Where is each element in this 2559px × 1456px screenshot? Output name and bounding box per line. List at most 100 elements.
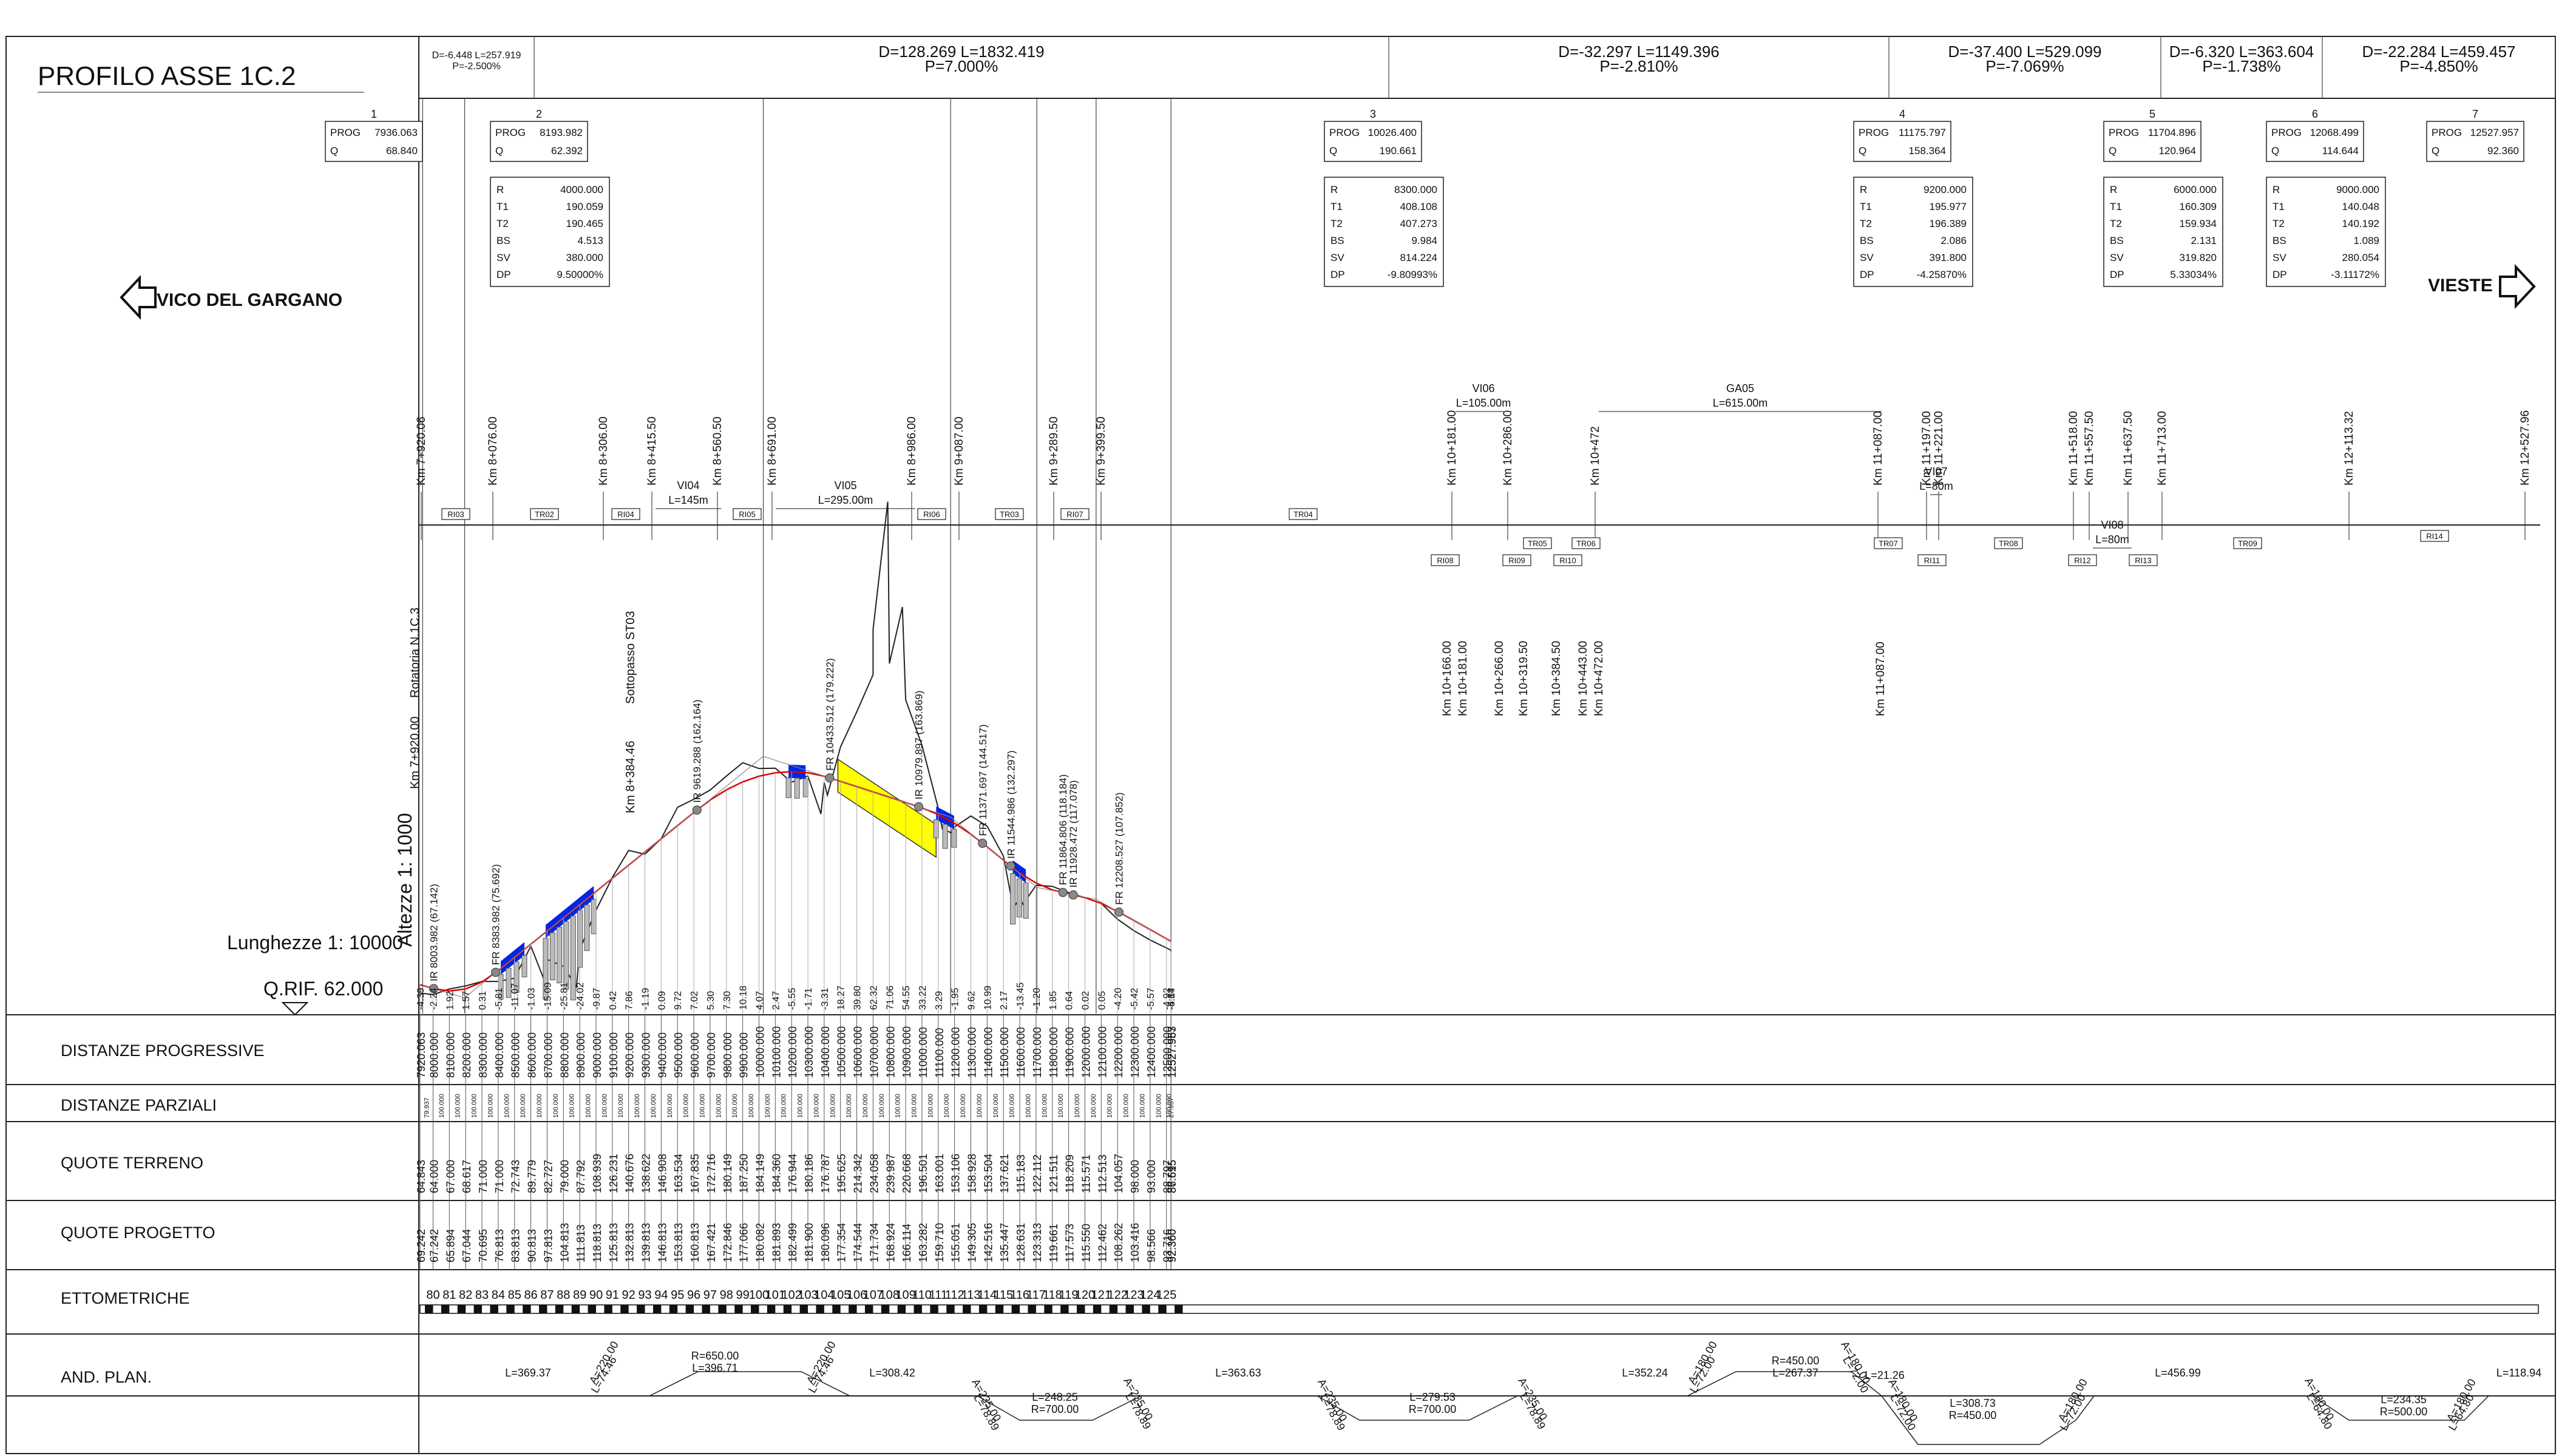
- partial-value: 100.000: [992, 1094, 1000, 1118]
- partial-value: 100.000: [862, 1094, 869, 1118]
- progressive-value: 9400.000: [656, 1032, 668, 1078]
- terreno-value: 108.939: [591, 1154, 603, 1193]
- terreno-value: 172.716: [705, 1154, 717, 1193]
- diff-label: -5.57: [1146, 987, 1156, 1010]
- hectometric-label: 119: [1059, 1288, 1079, 1302]
- tag-label: RI05: [739, 510, 755, 519]
- progetto-value: 163.282: [917, 1223, 929, 1262]
- progetto-value: 128.631: [1015, 1223, 1027, 1262]
- curve-param-label: SV: [2110, 252, 2124, 263]
- curve-point: [491, 967, 501, 977]
- curve-param-value: 140.192: [2342, 218, 2379, 229]
- hectometric-label: 97: [703, 1288, 717, 1302]
- curve-param-value: 2.086: [1940, 235, 1967, 246]
- q-value: 120.964: [2159, 145, 2196, 157]
- partial-value: 100.000: [683, 1094, 690, 1118]
- prog-value: 11175.797: [1899, 127, 1946, 138]
- tag-label: RI13: [2135, 556, 2151, 565]
- progressive-value: 9900.000: [738, 1032, 750, 1078]
- tag-label: TR03: [1000, 510, 1019, 519]
- partial-value: 100.000: [699, 1094, 706, 1118]
- curve-point-label: FR 10433.512 (179.222): [824, 659, 836, 771]
- hectometric-label: 91: [606, 1288, 619, 1302]
- curve-param-value: 6000.000: [2174, 184, 2217, 195]
- gradient-d: D=-22.284 L=459.457: [2362, 42, 2516, 61]
- hectometric-label: 125: [1156, 1288, 1176, 1302]
- partial-value: 100.000: [846, 1094, 853, 1118]
- tag-box: [1431, 554, 1460, 566]
- prog-label: PROG: [1859, 127, 1889, 138]
- progressive-value: 10400.000: [819, 1026, 832, 1078]
- progetto-value: 159.710: [934, 1223, 946, 1262]
- progetto-value: 119.661: [1048, 1224, 1060, 1262]
- vertex-number: 1: [371, 108, 377, 120]
- vertex-curve-box: [490, 177, 610, 287]
- gradient-p: P=-4.850%: [2399, 57, 2478, 75]
- hectometric-fill: [652, 1305, 662, 1313]
- tag-box: [1289, 508, 1318, 520]
- terreno-value: 158.928: [966, 1154, 978, 1193]
- curve-point-label: IR 8003.982 (67.142): [429, 884, 440, 981]
- progetto-value: 67.044: [461, 1229, 473, 1262]
- partial-value: 100.000: [764, 1094, 771, 1118]
- terreno-value: 87.792: [575, 1160, 587, 1193]
- q-value: 62.392: [551, 145, 583, 157]
- row-label: ETTOMETRICHE: [61, 1289, 190, 1307]
- progetto-value: 92.360: [1166, 1229, 1178, 1262]
- pier: [549, 932, 555, 981]
- data-table: DISTANZE PROGRESSIVE DISTANZE PARZIALI QUO…: [6, 1014, 2555, 1454]
- hectometric-label: 86: [524, 1288, 537, 1302]
- diff-label: 0.31: [478, 991, 488, 1010]
- terreno-value: 121.511: [1048, 1154, 1060, 1193]
- hectometric-fill: [978, 1305, 988, 1313]
- curve-param-value: 196.389: [1930, 218, 1967, 229]
- hectometric-label: 102: [781, 1288, 801, 1302]
- tag-label: TR04: [1293, 510, 1313, 519]
- km-label: Km 10+286.00: [1502, 410, 1514, 486]
- partial-value: 100.000: [960, 1094, 967, 1118]
- q-value: 92.360: [2487, 145, 2519, 157]
- lower-km-label: Km 10+472.00: [1593, 641, 1605, 716]
- hectometric-fill: [1011, 1305, 1020, 1313]
- progressive-value: 8600.000: [526, 1032, 538, 1078]
- gradient-p: P=7.000%: [925, 57, 998, 75]
- terreno-value: 115.183: [1015, 1154, 1027, 1193]
- curve-point-label: IR 10979.897 (163.869): [913, 691, 925, 800]
- progressive-value: 10200.000: [787, 1026, 799, 1078]
- hectometric-label: 120: [1075, 1288, 1095, 1302]
- partial-value: 100.000: [1041, 1094, 1048, 1118]
- curve-point: [978, 838, 988, 848]
- tag-label: TR06: [1576, 539, 1596, 548]
- prog-label: PROG: [495, 127, 526, 138]
- progetto-value: 104.813: [558, 1223, 571, 1262]
- hectometric-fill: [963, 1305, 971, 1313]
- prog-value: 12068.499: [2310, 127, 2359, 138]
- progetto-value: 135.447: [998, 1223, 1011, 1262]
- progetto-value: 111.813: [575, 1225, 587, 1262]
- q-value: 114.644: [2322, 145, 2359, 157]
- progetto-value: 76.813: [493, 1229, 506, 1262]
- vertex-number: 2: [536, 108, 542, 120]
- plan-item: L=456.99: [2155, 1367, 2201, 1379]
- curve-param-label: SV: [497, 252, 510, 263]
- pier: [942, 824, 948, 849]
- progressive-value: 11900.000: [1064, 1027, 1076, 1078]
- progetto-value: 115.550: [1080, 1224, 1092, 1262]
- diff-label: 39.80: [853, 986, 863, 1010]
- progressive-value: 10300.000: [803, 1026, 815, 1078]
- hectometric-label: 80: [426, 1288, 439, 1302]
- arrow-left-icon: [120, 274, 157, 320]
- tag-box: [1917, 554, 1947, 566]
- curve-point: [914, 802, 924, 811]
- partial-value: 100.000: [569, 1094, 576, 1118]
- hectometric-fill: [441, 1305, 450, 1313]
- vertex-prog-box: [2426, 121, 2524, 162]
- tag-label: RI03: [447, 510, 464, 519]
- progressive-value: 11100.000: [934, 1028, 946, 1078]
- pier: [521, 955, 527, 978]
- curve-param-value: 8300.000: [1394, 184, 1437, 195]
- partial-value: 100.000: [1074, 1094, 1081, 1118]
- terreno-value: 234.058: [868, 1154, 880, 1193]
- gradient-p: P=-2.810%: [1599, 57, 1678, 75]
- progetto-value: 83.813: [510, 1229, 522, 1262]
